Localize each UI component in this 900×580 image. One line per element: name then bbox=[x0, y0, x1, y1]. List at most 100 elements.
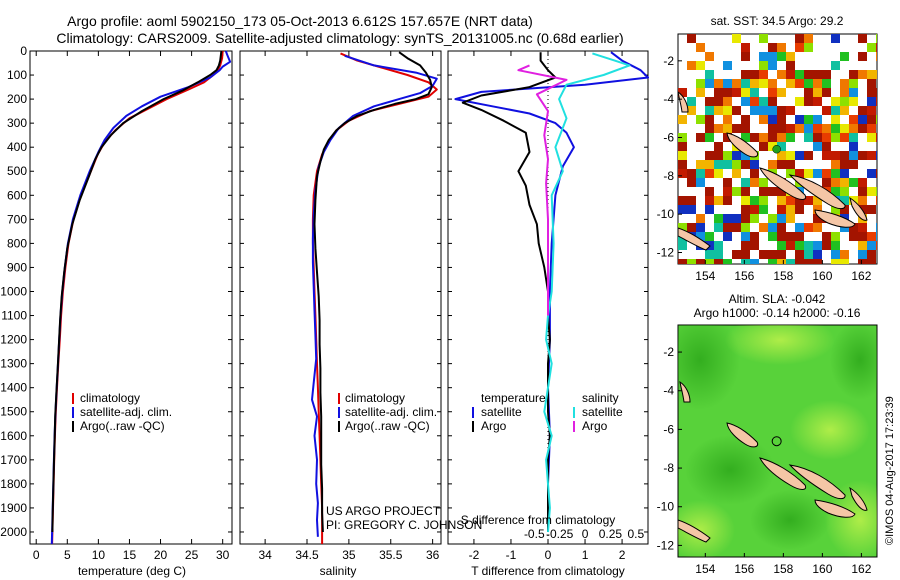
depth-tick-label: 500 bbox=[7, 164, 27, 178]
sst-cell bbox=[795, 259, 804, 264]
sst-cell bbox=[840, 52, 849, 61]
depth-tick-label: 600 bbox=[7, 188, 27, 202]
sst-cell bbox=[678, 142, 687, 151]
map-x-tick-label: 158 bbox=[773, 562, 793, 576]
map-x-tick-label: 154 bbox=[695, 562, 715, 576]
sst-cell bbox=[840, 196, 849, 205]
map-y-tick-label: -4 bbox=[663, 92, 674, 106]
sst-cell bbox=[705, 115, 714, 124]
sst-cell bbox=[759, 106, 768, 115]
x-tick-label: 2 bbox=[619, 548, 626, 562]
x-tick-label: -1 bbox=[506, 548, 517, 562]
sst-cell bbox=[705, 160, 714, 169]
sst-cell bbox=[849, 151, 858, 160]
sst-cell bbox=[858, 259, 867, 264]
sst-cell bbox=[687, 196, 696, 205]
sst-cell bbox=[858, 241, 867, 250]
sst-cell bbox=[741, 187, 750, 196]
sst-cell bbox=[822, 241, 831, 250]
map-y-tick-label: -6 bbox=[663, 131, 674, 145]
s-tick-label: 0.25 bbox=[599, 527, 623, 541]
depth-tick-label: 300 bbox=[7, 116, 27, 130]
sst-cell bbox=[723, 124, 732, 133]
depth-tick-label: 400 bbox=[7, 140, 27, 154]
sst-cell bbox=[840, 259, 849, 264]
sst-cell bbox=[714, 259, 723, 264]
sst-cell bbox=[876, 133, 877, 142]
depth-tick-label: 800 bbox=[7, 236, 27, 250]
difference-xlabel-top: S difference from climatology bbox=[461, 513, 616, 527]
sst-cell bbox=[867, 232, 876, 241]
sst-cell bbox=[795, 124, 804, 133]
legend-label-t-argo: Argo bbox=[481, 419, 507, 433]
sst-cell bbox=[723, 133, 732, 142]
sst-cell bbox=[768, 160, 777, 169]
sst-cell bbox=[795, 169, 804, 178]
sst-cell bbox=[741, 79, 750, 88]
sst-cell bbox=[687, 61, 696, 70]
sst-cell bbox=[876, 97, 877, 106]
sst-cell bbox=[786, 259, 795, 264]
x-tick-label: 36 bbox=[426, 548, 440, 562]
sst-cell bbox=[840, 106, 849, 115]
sst-cell bbox=[858, 250, 867, 259]
sst-cell bbox=[741, 124, 750, 133]
sst-cell bbox=[759, 187, 768, 196]
sst-cell bbox=[831, 187, 840, 196]
sst-cell bbox=[723, 223, 732, 232]
depth-tick-label: 2000 bbox=[0, 525, 27, 539]
sst-cell bbox=[849, 97, 858, 106]
sst-cell bbox=[696, 259, 705, 264]
sst-cell bbox=[867, 124, 876, 133]
sst-cell bbox=[687, 34, 696, 43]
sst-cell bbox=[813, 196, 822, 205]
map-x-tick-label: 162 bbox=[851, 269, 871, 283]
sst-cell bbox=[705, 250, 714, 259]
x-tick-label: 0 bbox=[545, 548, 552, 562]
sst-cell bbox=[705, 169, 714, 178]
sst-cell bbox=[750, 214, 759, 223]
sst-cell bbox=[849, 124, 858, 133]
sst-cell bbox=[813, 250, 822, 259]
sst-cell bbox=[813, 214, 822, 223]
sst-cell bbox=[723, 214, 732, 223]
sst-cell bbox=[831, 97, 840, 106]
sla-blob bbox=[678, 325, 740, 410]
legend-label-satellite: satellite-adj. clim. bbox=[80, 405, 172, 419]
sst-cell bbox=[732, 151, 741, 160]
sst-cell bbox=[768, 133, 777, 142]
sst-cell bbox=[867, 151, 876, 160]
s-tick-label: -0.25 bbox=[546, 527, 574, 541]
sst-cell bbox=[687, 205, 696, 214]
sst-cell bbox=[678, 241, 687, 250]
sst-cell bbox=[840, 178, 849, 187]
sla-blob bbox=[725, 325, 835, 365]
sst-cell bbox=[759, 133, 768, 142]
x-tick-label: 5 bbox=[64, 548, 71, 562]
sst-cell bbox=[822, 178, 831, 187]
sst-cell bbox=[759, 70, 768, 79]
sst-cell bbox=[867, 88, 876, 97]
sst-cell bbox=[750, 106, 759, 115]
sst-cell bbox=[696, 133, 705, 142]
sst-cell bbox=[831, 241, 840, 250]
sst-cell bbox=[723, 106, 732, 115]
sst-cell bbox=[714, 88, 723, 97]
sst-cell bbox=[696, 169, 705, 178]
sst-cell bbox=[822, 142, 831, 151]
sst-cell bbox=[759, 205, 768, 214]
sla-blob bbox=[750, 490, 830, 550]
sst-cell bbox=[723, 259, 732, 264]
sst-cell bbox=[732, 250, 741, 259]
sst-cell bbox=[831, 151, 840, 160]
sst-cell bbox=[678, 151, 687, 160]
sst-cell bbox=[795, 205, 804, 214]
sst-cell bbox=[876, 115, 877, 124]
map-y-tick-label: -12 bbox=[657, 246, 675, 260]
sst-cell bbox=[786, 241, 795, 250]
sst-cell bbox=[777, 151, 786, 160]
sst-cell bbox=[867, 70, 876, 79]
sst-cell bbox=[858, 106, 867, 115]
sst-cell bbox=[696, 178, 705, 187]
sst-cell bbox=[804, 196, 813, 205]
